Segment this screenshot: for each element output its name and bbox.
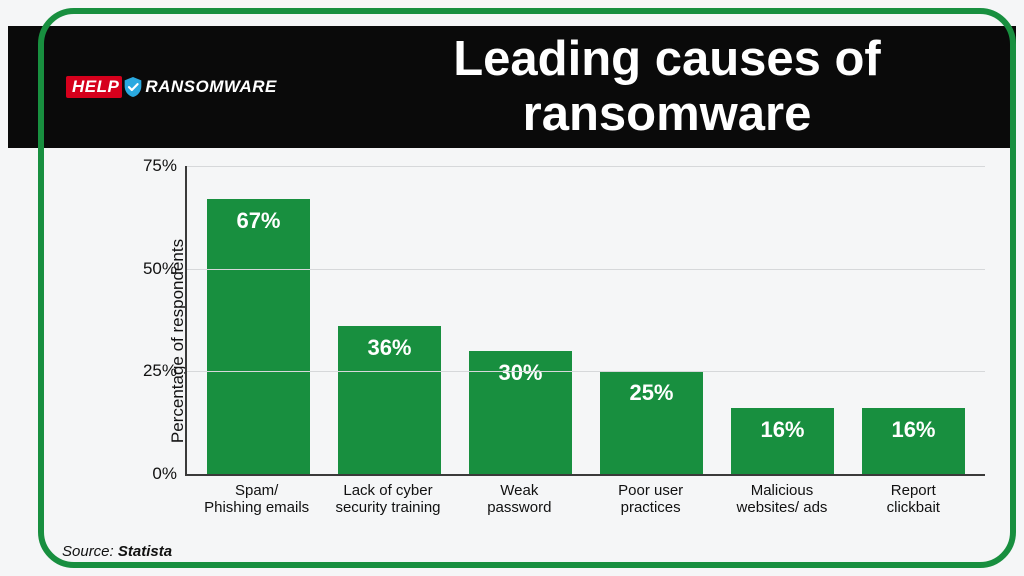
y-tick-label: 50% (143, 259, 177, 279)
bar-value-label: 25% (629, 380, 673, 406)
source-prefix: Source: (62, 543, 114, 560)
brand-logo: HELP RANSOMWARE (66, 76, 277, 98)
title-banner: HELP RANSOMWARE Leading causes of ransom… (8, 26, 1016, 148)
shield-check-icon (123, 76, 143, 98)
bar-wrap: 30% (455, 166, 586, 474)
x-tick-label: Weakpassword (454, 478, 585, 517)
bar-wrap: 16% (717, 166, 848, 474)
x-tick-label: Poor userpractices (585, 478, 716, 517)
source-citation: Source: Statista (62, 543, 172, 560)
bar-value-label: 36% (367, 335, 411, 361)
bar: 67% (207, 199, 309, 474)
logo-ransomware-text: RANSOMWARE (145, 77, 277, 97)
x-tick-label: Maliciouswebsites/ ads (716, 478, 847, 517)
bar-wrap: 16% (848, 166, 979, 474)
plot-area: 67%36%30%25%16%16% 0%25%50%75% (185, 166, 985, 476)
bar: 30% (469, 351, 571, 474)
gridline (187, 269, 985, 270)
chart-title: Leading causes of ransomware (338, 26, 996, 148)
y-tick-label: 0% (152, 464, 177, 484)
x-tick-label: Reportclickbait (848, 478, 979, 517)
bar-value-label: 16% (891, 417, 935, 443)
y-tick-label: 75% (143, 156, 177, 176)
bar: 16% (731, 408, 833, 474)
bar: 36% (338, 326, 440, 474)
bar-wrap: 36% (324, 166, 455, 474)
bar-value-label: 30% (498, 360, 542, 386)
bar: 25% (600, 371, 702, 474)
bar-wrap: 25% (586, 166, 717, 474)
x-tick-label: Lack of cybersecurity training (322, 478, 453, 517)
bar-value-label: 67% (236, 208, 280, 234)
bar: 16% (862, 408, 964, 474)
x-axis-labels: Spam/Phishing emailsLack of cybersecurit… (185, 478, 985, 517)
gridline (187, 166, 985, 167)
bar-value-label: 16% (760, 417, 804, 443)
source-name: Statista (118, 543, 172, 560)
bars-container: 67% 36% 30% 25% 16% 16% (187, 166, 985, 474)
x-tick-label: Spam/Phishing emails (191, 478, 322, 517)
gridline (187, 371, 985, 372)
bar-wrap: 67% (193, 166, 324, 474)
logo-help-text: HELP (66, 76, 122, 98)
y-tick-label: 25% (143, 361, 177, 381)
bar-chart: Percentage of respondents 67%36%30%25%16… (80, 156, 1000, 526)
